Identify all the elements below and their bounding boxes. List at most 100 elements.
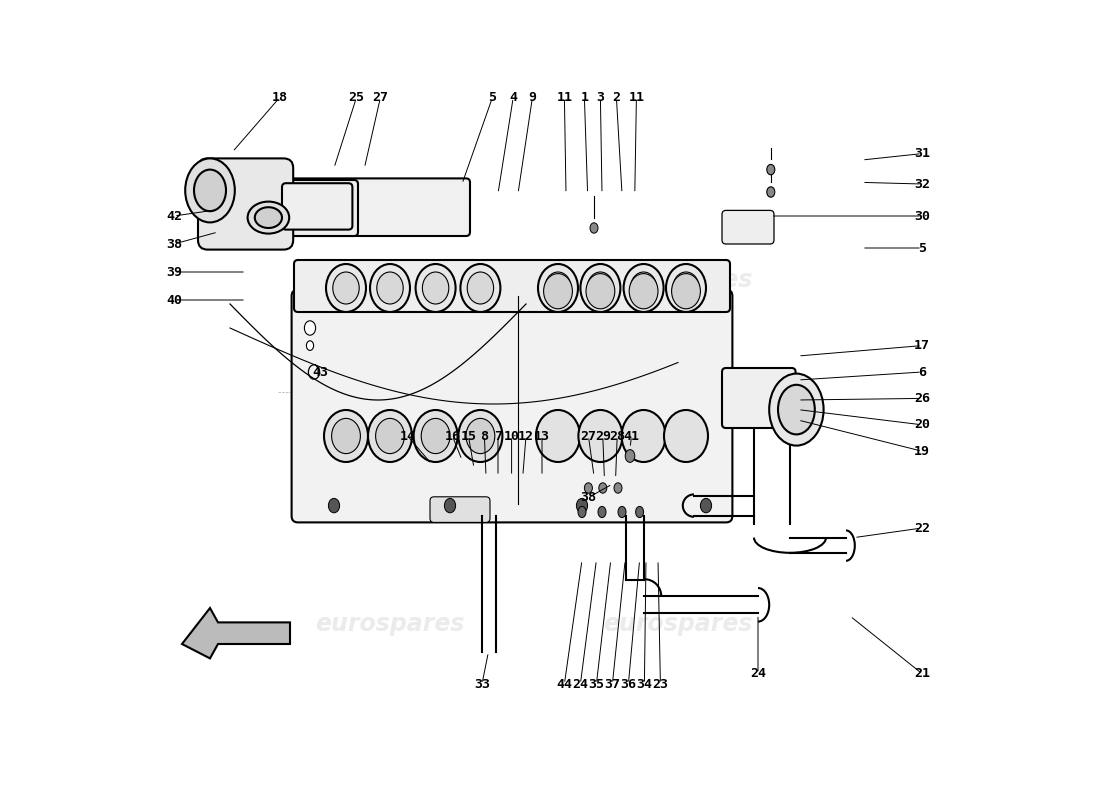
Text: 24: 24 (572, 678, 588, 690)
Text: eurospares: eurospares (316, 612, 464, 636)
Ellipse shape (624, 264, 663, 312)
Ellipse shape (305, 321, 316, 335)
Text: 1: 1 (581, 91, 589, 104)
Text: 16: 16 (444, 430, 461, 442)
FancyBboxPatch shape (198, 158, 294, 250)
Text: 42: 42 (166, 210, 182, 222)
Ellipse shape (587, 272, 614, 304)
Ellipse shape (368, 410, 412, 462)
Ellipse shape (544, 272, 571, 304)
FancyBboxPatch shape (294, 260, 730, 312)
Text: 40: 40 (166, 294, 182, 306)
Text: 19: 19 (914, 445, 929, 458)
Ellipse shape (543, 274, 572, 309)
Ellipse shape (590, 222, 598, 234)
Text: 33: 33 (474, 678, 490, 690)
Ellipse shape (444, 498, 455, 513)
Text: 34: 34 (637, 678, 652, 690)
Text: 4: 4 (509, 91, 517, 104)
Text: 43: 43 (312, 366, 329, 378)
Ellipse shape (767, 186, 774, 198)
Ellipse shape (584, 482, 593, 493)
Ellipse shape (536, 410, 580, 462)
Text: eurospares: eurospares (603, 268, 752, 292)
Ellipse shape (666, 264, 706, 312)
Ellipse shape (673, 272, 700, 304)
Ellipse shape (614, 482, 622, 493)
Ellipse shape (630, 272, 657, 304)
FancyBboxPatch shape (722, 210, 774, 244)
Text: 27: 27 (581, 430, 596, 442)
Ellipse shape (672, 274, 701, 309)
Ellipse shape (629, 274, 658, 309)
Ellipse shape (414, 410, 458, 462)
Text: 9: 9 (528, 91, 537, 104)
Text: 39: 39 (166, 266, 182, 278)
Ellipse shape (194, 170, 226, 211)
Ellipse shape (466, 418, 495, 454)
Text: 31: 31 (914, 147, 929, 160)
Text: eurospares: eurospares (316, 268, 464, 292)
Ellipse shape (538, 264, 578, 312)
Ellipse shape (459, 410, 503, 462)
FancyBboxPatch shape (722, 368, 795, 428)
Ellipse shape (248, 202, 289, 234)
Ellipse shape (578, 506, 586, 518)
Text: 21: 21 (914, 667, 929, 680)
Ellipse shape (576, 498, 587, 513)
Text: 26: 26 (914, 392, 929, 405)
Text: 30: 30 (914, 210, 929, 222)
Text: 13: 13 (534, 430, 550, 442)
Text: 7: 7 (494, 430, 502, 442)
Ellipse shape (618, 506, 626, 518)
Text: 38: 38 (166, 238, 182, 250)
Text: 2: 2 (613, 91, 620, 104)
Ellipse shape (581, 264, 620, 312)
Ellipse shape (598, 482, 607, 493)
Ellipse shape (185, 158, 234, 222)
Ellipse shape (333, 272, 360, 304)
Ellipse shape (579, 410, 623, 462)
Text: 23: 23 (652, 678, 669, 690)
Text: 14: 14 (399, 430, 416, 442)
Text: 37: 37 (604, 678, 620, 690)
Text: 10: 10 (504, 430, 519, 442)
Ellipse shape (468, 272, 494, 304)
Text: 3: 3 (596, 91, 604, 104)
Text: 25: 25 (349, 91, 364, 104)
Text: 27: 27 (373, 91, 388, 104)
Ellipse shape (422, 272, 449, 304)
FancyBboxPatch shape (282, 183, 352, 230)
Ellipse shape (625, 450, 635, 462)
Ellipse shape (598, 506, 606, 518)
Text: 41: 41 (624, 430, 639, 442)
Text: 11: 11 (628, 91, 645, 104)
FancyBboxPatch shape (292, 290, 733, 522)
FancyBboxPatch shape (270, 178, 470, 236)
Text: 24: 24 (750, 667, 766, 680)
Ellipse shape (331, 418, 361, 454)
Ellipse shape (769, 374, 824, 446)
FancyBboxPatch shape (282, 180, 358, 236)
Text: 15: 15 (461, 430, 476, 442)
Text: 8: 8 (481, 430, 488, 442)
Text: 6: 6 (918, 366, 926, 378)
Ellipse shape (377, 272, 404, 304)
Ellipse shape (664, 410, 708, 462)
Text: 22: 22 (914, 522, 929, 534)
Ellipse shape (701, 498, 712, 513)
Ellipse shape (307, 341, 314, 350)
Ellipse shape (421, 418, 450, 454)
Ellipse shape (370, 264, 410, 312)
Text: 28: 28 (609, 430, 625, 442)
Text: eurospares: eurospares (603, 612, 752, 636)
Ellipse shape (621, 410, 665, 462)
Ellipse shape (255, 207, 282, 228)
FancyBboxPatch shape (430, 497, 490, 522)
Text: 20: 20 (914, 418, 929, 431)
Text: 38: 38 (581, 491, 596, 504)
Text: 18: 18 (272, 91, 287, 104)
Text: 5: 5 (488, 91, 496, 104)
Ellipse shape (416, 264, 455, 312)
Ellipse shape (324, 410, 369, 462)
